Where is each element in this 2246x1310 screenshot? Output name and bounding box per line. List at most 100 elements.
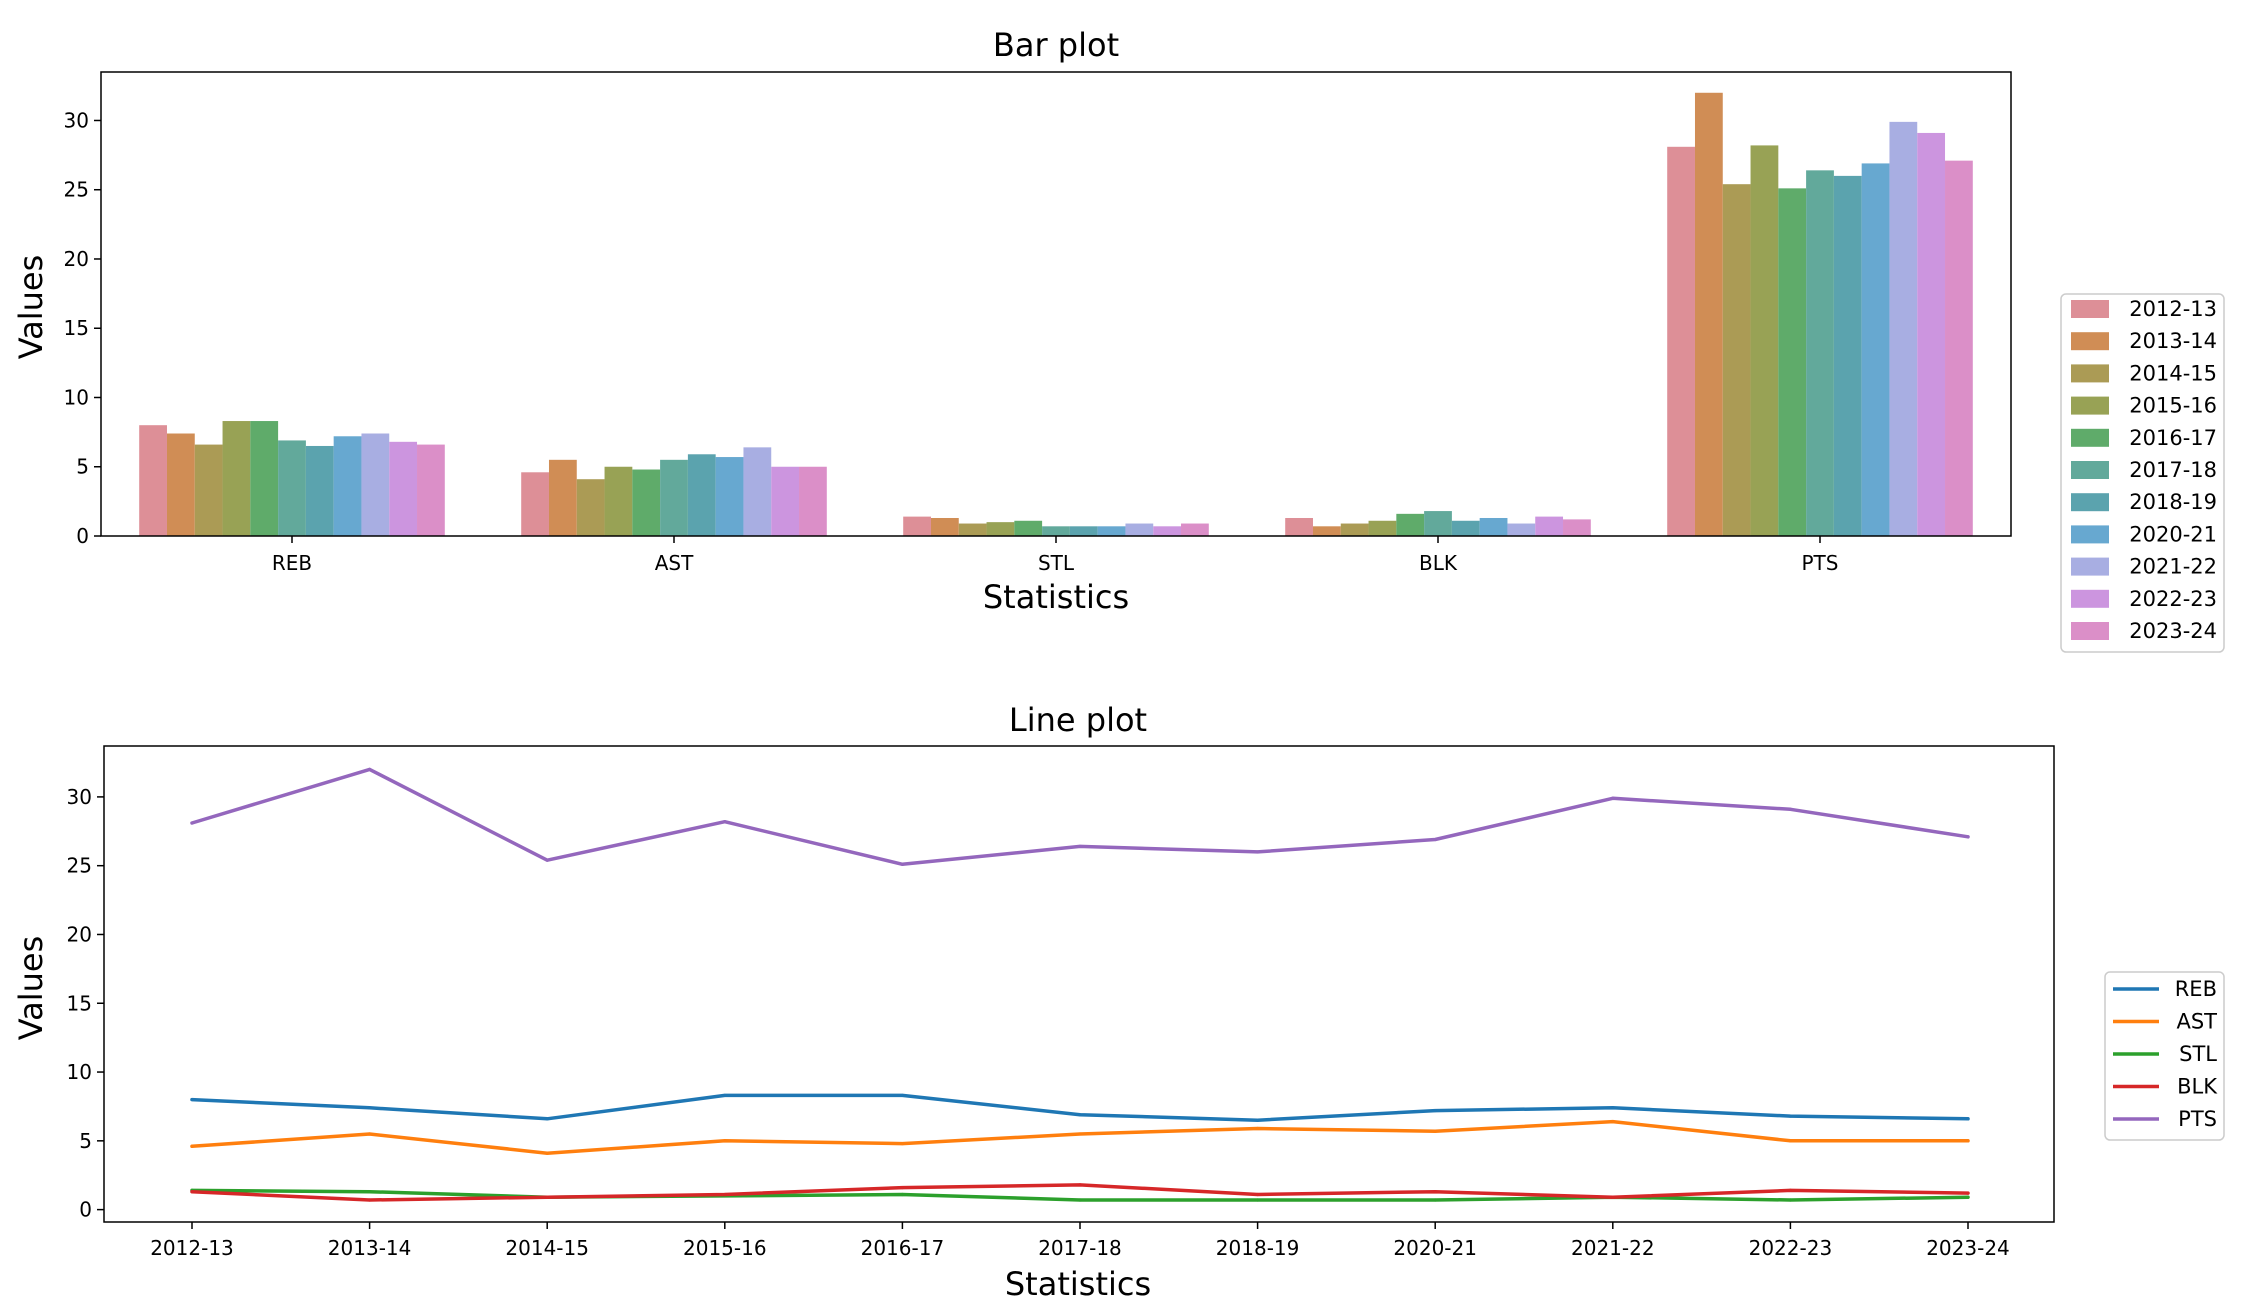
line-point-blk <box>900 1186 905 1190</box>
bar-pts-2020-21 <box>1861 163 1890 537</box>
bar-legend-swatch <box>2071 300 2109 318</box>
line-point-ast <box>900 1141 905 1146</box>
bar-reb-2021-22 <box>361 433 390 536</box>
line-point-pts <box>1256 850 1260 854</box>
line-point-blk <box>1966 1191 1970 1195</box>
line-point-pts <box>1966 835 1970 839</box>
line-legend-label: AST <box>2176 1010 2217 1034</box>
line-point-stl <box>1788 1198 1792 1202</box>
line-point-blk <box>545 1195 549 1199</box>
bar-stl-2021-22 <box>1125 523 1154 536</box>
line-chart-title: Line plot <box>1009 701 1147 739</box>
line-chart-legend: REB AST STL BLK PTS <box>2104 971 2225 1141</box>
bar-stl-2018-19 <box>1069 526 1098 536</box>
line-point-pts <box>368 767 372 771</box>
line-x-tick-label: 2013-14 <box>328 1236 412 1260</box>
bar-chart-plot-frame <box>100 71 2012 537</box>
bar-pts-2012-13 <box>1667 146 1695 536</box>
line-point-blk <box>723 1192 727 1197</box>
bar-chart-y-axis-label: Values <box>12 255 50 360</box>
bar-reb-2016-17 <box>250 421 279 536</box>
bar-reb-2013-14 <box>166 433 195 536</box>
bar-y-tick-label: 25 <box>64 178 89 202</box>
bar-stl-2012-13 <box>903 516 931 536</box>
bar-legend-label: 2021-22 <box>2129 555 2217 579</box>
bar-blk-2017-18 <box>1424 511 1452 536</box>
bar-blk-2018-19 <box>1451 520 1480 536</box>
bar-pts-2023-24 <box>1945 160 1973 536</box>
bar-legend-label: 2013-14 <box>2129 329 2217 353</box>
bar-legend-swatch <box>2071 364 2109 383</box>
line-x-tick-label: 2012-13 <box>150 1236 234 1260</box>
bar-ast-2023-24 <box>799 466 827 536</box>
bar-ast-2020-21 <box>715 457 744 536</box>
line-point-blk <box>1788 1188 1792 1192</box>
bar-ast-2022-23 <box>771 466 800 536</box>
bar-x-tick-label-blk: BLK <box>1419 551 1458 575</box>
line-y-tick-label: 5 <box>79 1129 92 1153</box>
bar-blk-2023-24 <box>1563 519 1591 536</box>
bar-stl-2015-16 <box>986 522 1015 536</box>
bar-pts-2021-22 <box>1889 121 1918 537</box>
bar-pts-2022-23 <box>1917 132 1946 536</box>
line-point-ast <box>1256 1126 1260 1131</box>
bar-chart-x-axis-label: Statistics <box>983 578 1129 616</box>
bar-pts-2018-19 <box>1833 175 1862 536</box>
bar-ast-2016-17 <box>632 469 661 536</box>
line-chart-x-axis-label: Statistics <box>1005 1265 1151 1303</box>
bar-ast-2015-16 <box>604 466 633 536</box>
bar-legend-swatch <box>2071 461 2109 479</box>
line-point-blk <box>368 1198 372 1202</box>
bar-reb-2018-19 <box>305 445 334 536</box>
bar-legend-swatch <box>2071 493 2109 512</box>
line-point-stl <box>368 1190 372 1194</box>
line-point-stl <box>1256 1198 1260 1202</box>
bar-ast-2014-15 <box>576 479 605 536</box>
bar-chart: Bar plot Values Statistics 051015202530 … <box>12 26 2225 653</box>
line-point-ast <box>1433 1129 1437 1133</box>
line-x-tick-label: 2022-23 <box>1749 1236 1833 1260</box>
line-point-ast <box>1078 1132 1082 1136</box>
line-point-pts <box>545 858 549 862</box>
bar-y-tick-label: 10 <box>64 385 89 409</box>
bar-legend-label: 2012-13 <box>2129 297 2217 321</box>
bar-legend-label: 2017-18 <box>2129 458 2217 482</box>
bar-ast-2021-22 <box>743 447 772 536</box>
line-point-reb <box>545 1117 549 1121</box>
line-chart-y-axis-label: Values <box>12 936 50 1041</box>
bar-reb-2023-24 <box>417 444 445 536</box>
line-point-ast <box>1611 1119 1615 1124</box>
line-point-stl <box>900 1192 905 1197</box>
bar-blk-2020-21 <box>1479 517 1508 536</box>
line-point-pts <box>190 821 194 825</box>
bar-blk-2022-23 <box>1535 516 1564 536</box>
line-point-blk <box>1433 1190 1437 1194</box>
bar-reb-2012-13 <box>139 425 167 536</box>
line-y-tick-label: 0 <box>79 1198 92 1222</box>
line-point-reb <box>1078 1113 1082 1117</box>
line-point-reb <box>723 1093 727 1098</box>
line-y-tick-label: 30 <box>67 785 92 809</box>
line-point-stl <box>1078 1198 1082 1202</box>
line-x-tick-label: 2014-15 <box>505 1236 589 1260</box>
bar-legend-label: 2020-21 <box>2129 522 2217 546</box>
bar-legend-swatch <box>2071 525 2109 544</box>
line-x-tick-label: 2020-21 <box>1393 1236 1477 1260</box>
line-x-tick-label: 2017-18 <box>1038 1236 1122 1260</box>
bar-legend-swatch <box>2071 589 2109 608</box>
bar-legend-swatch <box>2071 428 2109 447</box>
line-point-blk <box>1256 1192 1260 1197</box>
line-point-pts <box>723 820 727 824</box>
bar-blk-2013-14 <box>1312 526 1341 536</box>
line-legend-label: REB <box>2175 977 2217 1001</box>
line-x-tick-label: 2016-17 <box>861 1236 945 1260</box>
line-y-tick-label: 15 <box>67 991 92 1015</box>
bar-reb-2014-15 <box>194 444 223 536</box>
bar-x-tick-label-reb: REB <box>272 551 312 575</box>
bar-chart-legend: 2012-13 2013-14 2014-15 2015-16 2016-17 2017-… <box>2060 293 2225 653</box>
bar-chart-x-ticks: REB AST STL BLK PTS <box>272 536 1838 575</box>
bar-y-tick-label: 0 <box>76 524 89 548</box>
bar-legend-swatch <box>2071 557 2109 576</box>
bar-y-tick-label: 15 <box>64 316 89 340</box>
